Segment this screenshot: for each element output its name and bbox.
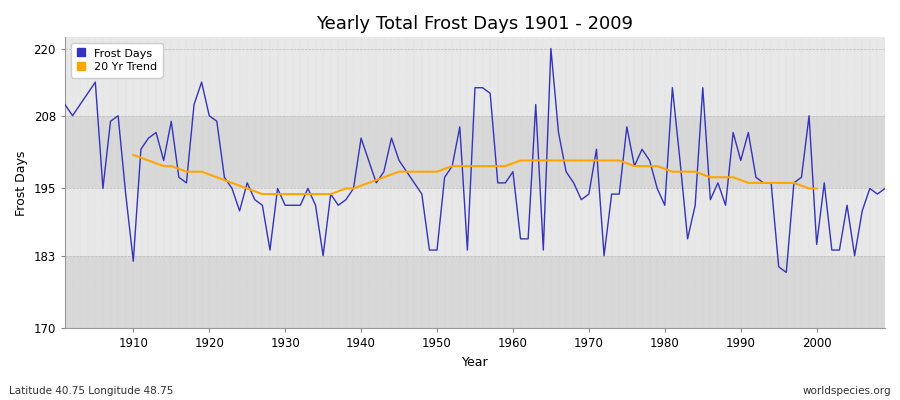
Frost Days <box>781 270 792 275</box>
Bar <box>65 188 885 256</box>
Frost Days <box>500 180 511 185</box>
Frost Days <box>545 46 556 51</box>
Bar <box>65 256 885 328</box>
Frost Days <box>121 192 131 196</box>
Frost Days <box>508 169 518 174</box>
Legend: Frost Days, 20 Yr Trend: Frost Days, 20 Yr Trend <box>70 43 163 78</box>
Frost Days <box>333 203 344 208</box>
20 Yr Trend <box>128 152 139 157</box>
Bar <box>65 48 885 116</box>
Line: 20 Yr Trend: 20 Yr Trend <box>133 155 816 194</box>
Bar <box>65 116 885 188</box>
20 Yr Trend <box>257 192 268 196</box>
Text: Latitude 40.75 Longitude 48.75: Latitude 40.75 Longitude 48.75 <box>9 386 174 396</box>
20 Yr Trend <box>811 186 822 191</box>
20 Yr Trend <box>212 175 222 180</box>
Y-axis label: Frost Days: Frost Days <box>15 150 28 216</box>
Frost Days <box>287 203 298 208</box>
Text: worldspecies.org: worldspecies.org <box>803 386 891 396</box>
20 Yr Trend <box>796 183 807 188</box>
X-axis label: Year: Year <box>462 356 489 369</box>
Frost Days <box>59 102 70 107</box>
Frost Days <box>879 186 890 191</box>
Frost Days <box>607 192 617 196</box>
20 Yr Trend <box>295 192 306 196</box>
20 Yr Trend <box>310 192 321 196</box>
Line: Frost Days: Frost Days <box>65 48 885 272</box>
20 Yr Trend <box>713 175 724 180</box>
Title: Yearly Total Frost Days 1901 - 2009: Yearly Total Frost Days 1901 - 2009 <box>317 15 634 33</box>
20 Yr Trend <box>804 186 814 191</box>
